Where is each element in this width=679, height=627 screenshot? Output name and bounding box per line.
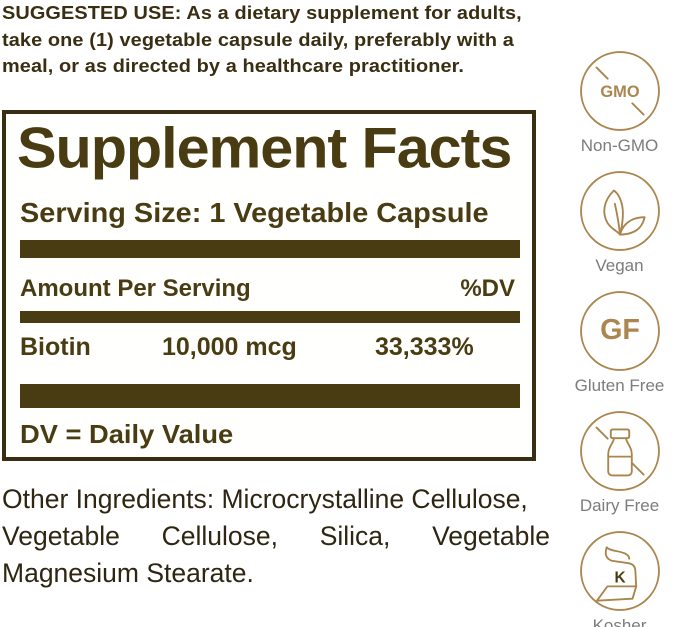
svg-text:GMO: GMO — [600, 83, 639, 101]
svg-text:GF: GF — [600, 314, 640, 346]
svg-text:K: K — [614, 569, 625, 586]
